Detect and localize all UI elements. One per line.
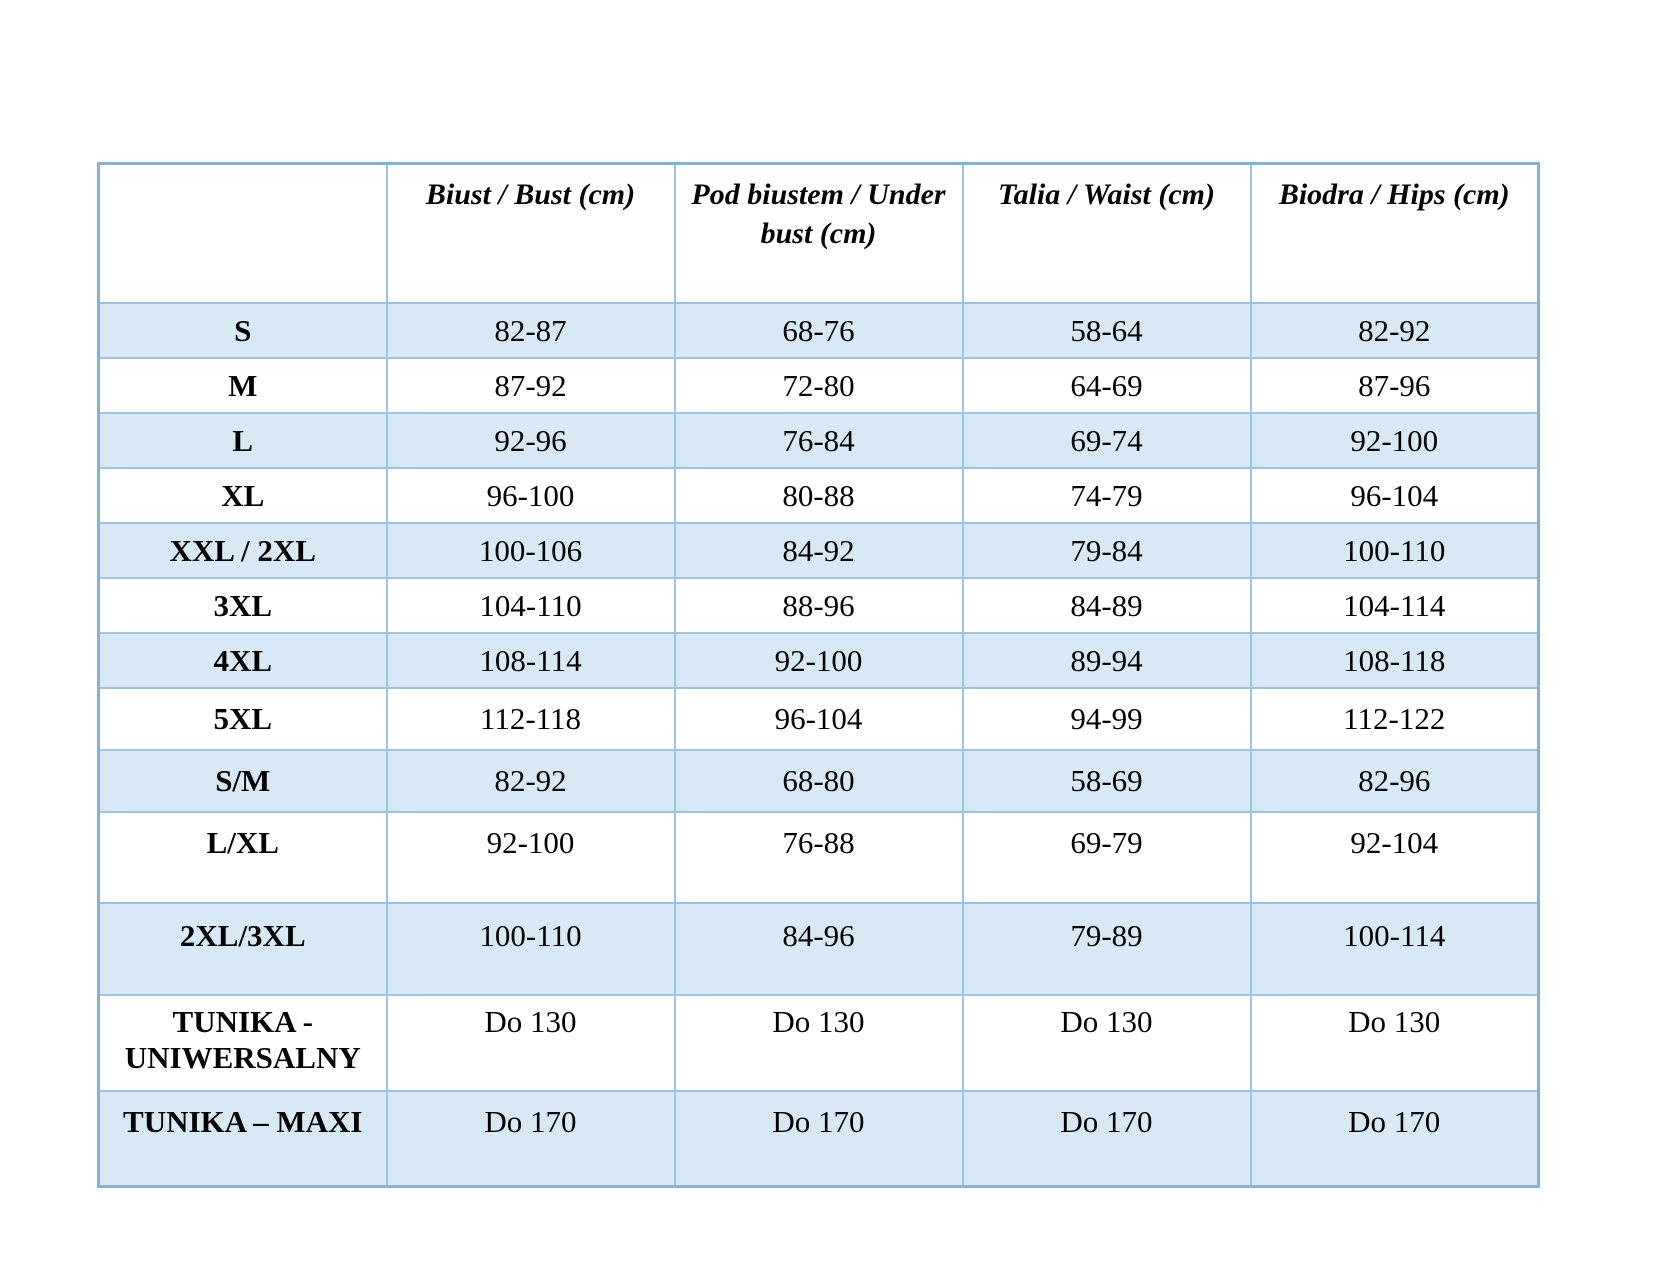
size-value-cell: Do 170 [385,1090,676,1188]
size-value-cell: 92-100 [385,811,676,904]
row-label: M [97,357,388,414]
row-label: 2XL/3XL [97,902,388,996]
table-row: XL 96-100 80-88 74-79 96-104 [97,467,1540,524]
size-value-cell: 100-106 [385,522,676,579]
size-value-cell: 84-96 [673,902,964,996]
column-header-underbust: Pod biustem / Under bust (cm) [673,162,964,304]
table-row: M 87-92 72-80 64-69 87-96 [97,357,1540,414]
size-value-cell: 112-118 [385,687,676,751]
row-label: S [97,302,388,359]
size-value-cell: Do 130 [385,994,676,1092]
size-value-cell: 87-96 [1249,357,1540,414]
size-value-cell: 87-92 [385,357,676,414]
table-row: S/M 82-92 68-80 58-69 82-96 [97,749,1540,813]
size-value-cell: Do 130 [673,994,964,1092]
column-header-bust: Biust / Bust (cm) [385,162,676,304]
size-value-cell: 100-114 [1249,902,1540,996]
size-value-cell: 58-69 [961,749,1252,813]
header-row: Biust / Bust (cm) Pod biustem / Under bu… [97,162,1540,304]
size-value-cell: Do 170 [673,1090,964,1188]
row-label: 5XL [97,687,388,751]
table-row: 5XL 112-118 96-104 94-99 112-122 [97,687,1540,751]
size-value-cell: 112-122 [1249,687,1540,751]
size-value-cell: 68-76 [673,302,964,359]
size-value-cell: 92-100 [673,632,964,689]
size-value-cell: 74-79 [961,467,1252,524]
size-value-cell: 96-104 [1249,467,1540,524]
size-value-cell: 80-88 [673,467,964,524]
row-label: TUNIKA – MAXI [97,1090,388,1188]
size-value-cell: 92-96 [385,412,676,469]
size-value-cell: 82-92 [385,749,676,813]
size-chart-table: Biust / Bust (cm) Pod biustem / Under bu… [97,162,1540,1188]
size-value-cell: 89-94 [961,632,1252,689]
row-label: 3XL [97,577,388,634]
row-label: XXL / 2XL [97,522,388,579]
size-value-cell: 100-110 [1249,522,1540,579]
size-value-cell: 92-104 [1249,811,1540,904]
row-label: 4XL [97,632,388,689]
size-value-cell: 104-114 [1249,577,1540,634]
table-row: XXL / 2XL 100-106 84-92 79-84 100-110 [97,522,1540,579]
table-row: 4XL 108-114 92-100 89-94 108-118 [97,632,1540,689]
size-value-cell: Do 130 [1249,994,1540,1092]
size-value-cell: Do 130 [961,994,1252,1092]
size-value-cell: 84-92 [673,522,964,579]
table-row: 2XL/3XL 100-110 84-96 79-89 100-114 [97,902,1540,996]
size-value-cell: 92-100 [1249,412,1540,469]
size-value-cell: 76-84 [673,412,964,469]
size-value-cell: 58-64 [961,302,1252,359]
size-value-cell: 69-79 [961,811,1252,904]
row-label: L [97,412,388,469]
size-value-cell: 76-88 [673,811,964,904]
size-chart-body: S 82-87 68-76 58-64 82-92 M 87-92 72-80 64-69 87-… [97,302,1540,1188]
size-value-cell: 104-110 [385,577,676,634]
row-label: L/XL [97,811,388,904]
size-value-cell: 64-69 [961,357,1252,414]
table-row: 3XL 104-110 88-96 84-89 104-114 [97,577,1540,634]
size-value-cell: 79-84 [961,522,1252,579]
size-value-cell: 82-96 [1249,749,1540,813]
size-chart-wrapper: Biust / Bust (cm) Pod biustem / Under bu… [97,162,1540,1188]
size-chart-header: Biust / Bust (cm) Pod biustem / Under bu… [97,162,1540,304]
table-row: TUNIKA – MAXI Do 170 Do 170 Do 170 Do 170 [97,1090,1540,1188]
size-value-cell: 108-118 [1249,632,1540,689]
row-label: S/M [97,749,388,813]
row-label: XL [97,467,388,524]
size-value-cell: Do 170 [961,1090,1252,1188]
table-row: S 82-87 68-76 58-64 82-92 [97,302,1540,359]
table-row: L/XL 92-100 76-88 69-79 92-104 [97,811,1540,904]
table-row: TUNIKA - UNIWERSALNY Do 130 Do 130 Do 130 Do… [97,994,1540,1092]
size-value-cell: 96-100 [385,467,676,524]
size-value-cell: Do 170 [1249,1090,1540,1188]
column-header-empty [97,162,388,304]
size-value-cell: 69-74 [961,412,1252,469]
size-value-cell: 82-92 [1249,302,1540,359]
size-value-cell: 100-110 [385,902,676,996]
column-header-hips: Biodra / Hips (cm) [1249,162,1540,304]
size-value-cell: 96-104 [673,687,964,751]
size-value-cell: 68-80 [673,749,964,813]
size-value-cell: 82-87 [385,302,676,359]
column-header-waist: Talia / Waist (cm) [961,162,1252,304]
size-value-cell: 79-89 [961,902,1252,996]
table-row: L 92-96 76-84 69-74 92-100 [97,412,1540,469]
size-value-cell: 84-89 [961,577,1252,634]
size-value-cell: 88-96 [673,577,964,634]
size-value-cell: 94-99 [961,687,1252,751]
size-value-cell: 108-114 [385,632,676,689]
row-label: TUNIKA - UNIWERSALNY [97,994,388,1092]
size-value-cell: 72-80 [673,357,964,414]
